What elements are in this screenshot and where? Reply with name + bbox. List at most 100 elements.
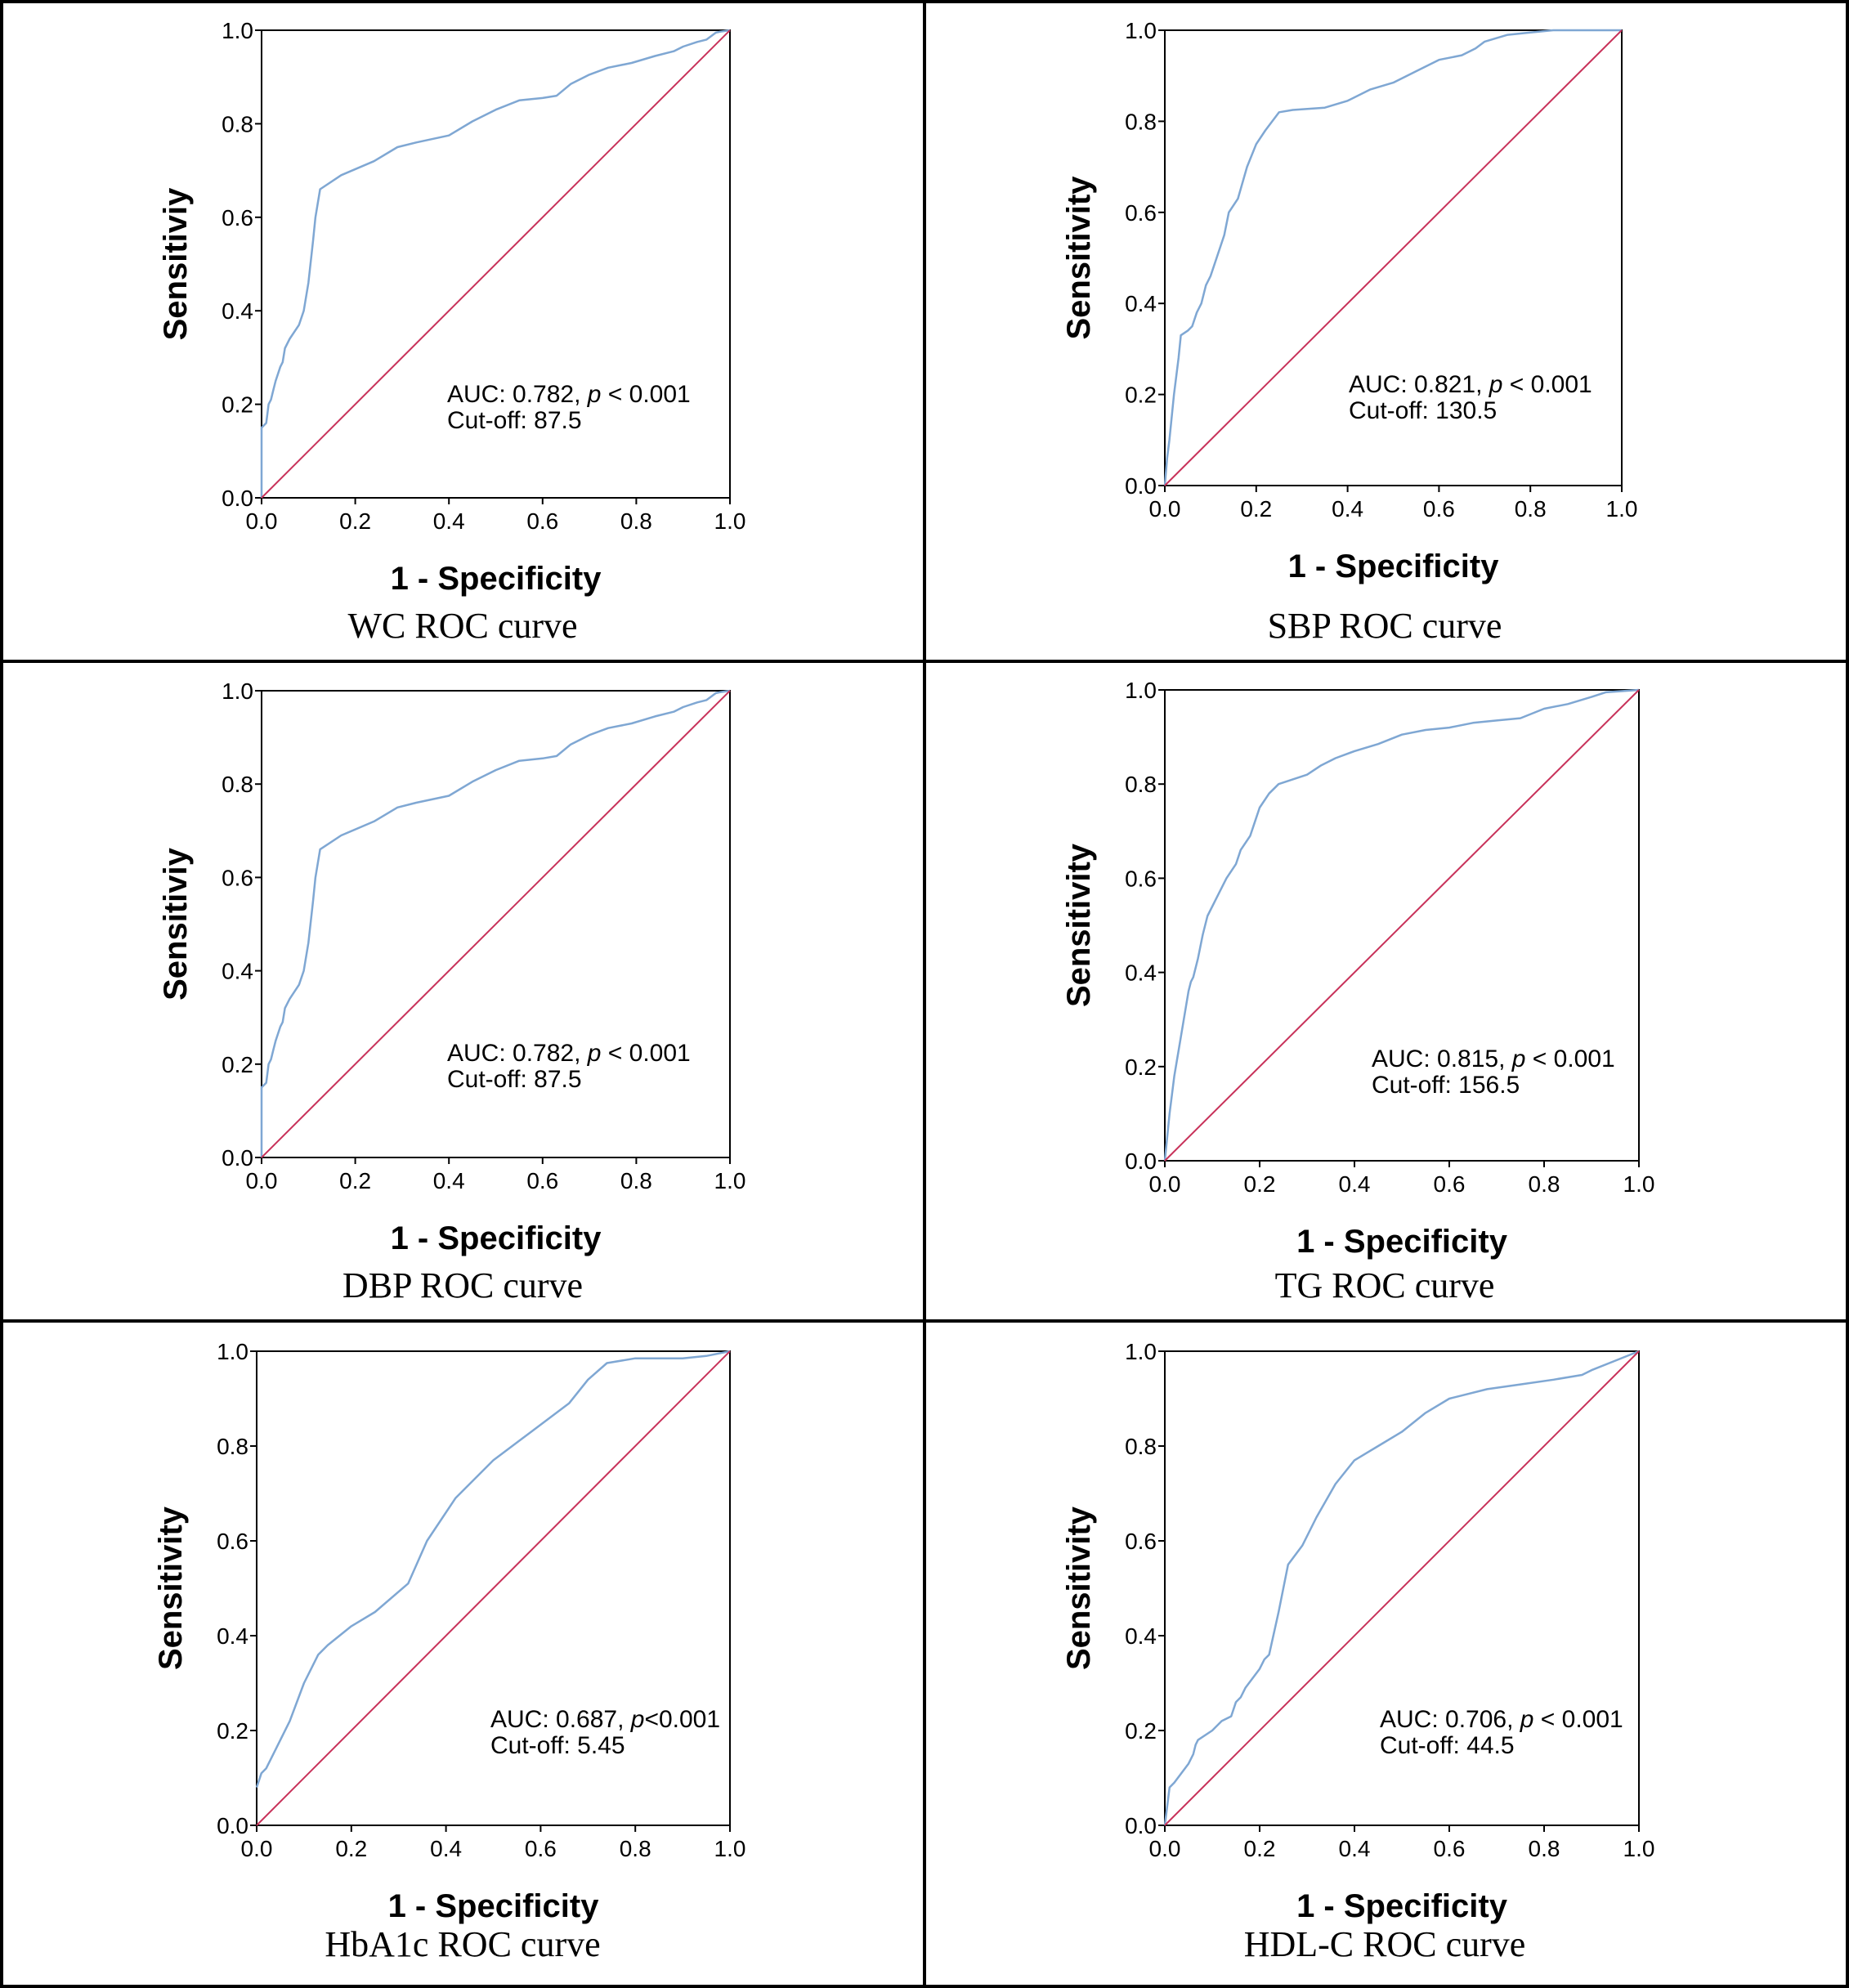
p-symbol: p [1511,1045,1526,1072]
p-value-text: <0.001 [644,1706,720,1733]
auc-text: AUC: 0.821, [1349,371,1489,398]
roc-curve-line [1163,29,1622,486]
reference-diagonal-line [1164,689,1640,1162]
reference-diagonal-line [261,690,731,1158]
y-tick-label: 0.2 [222,392,253,418]
panel-caption: TG ROC curve [1275,1265,1495,1305]
plot-frame [1164,1350,1640,1826]
roc-curve-line [260,29,731,498]
x-tick-label: 0.2 [1240,496,1272,522]
y-tick-label: 0.0 [1125,1148,1157,1174]
p-symbol: p [1489,371,1503,398]
roc-curve-line [260,689,731,1157]
panel-caption: SBP ROC curve [1268,606,1502,646]
auc-text: AUC: 0.782, [447,1040,588,1067]
x-tick-label: 0.0 [1149,1171,1181,1197]
y-tick-label: 1.0 [217,1339,248,1364]
cutoff-annotation: Cut-off: 5.45 [490,1732,625,1759]
y-tick-label: 1.0 [222,18,253,43]
p-symbol: p [1520,1706,1534,1733]
plot-frame [1164,29,1623,486]
charts-layer: 0.00.00.20.20.40.40.60.60.80.81.01.01 - … [153,18,1654,1964]
y-tick-label: 0.8 [217,1434,248,1459]
y-axis-label: Sensitivity [1061,843,1097,1007]
y-tick-label: 0.6 [1125,1529,1157,1554]
x-tick-label: 0.8 [620,1836,651,1861]
x-tick-label: 0.4 [433,1168,465,1193]
auc-text: AUC: 0.782, [447,381,588,408]
y-tick-label: 0.4 [1125,960,1157,986]
x-tick-label: 0.6 [526,508,558,534]
y-tick-label: 0.8 [1125,772,1157,797]
x-tick-label: 1.0 [714,1168,746,1193]
y-axis-label: Sensitiviy [158,187,194,341]
cutoff-annotation: Cut-off: 130.5 [1349,397,1497,424]
p-value-text: < 0.001 [601,1040,690,1067]
auc-annotation: AUC: 0.706, p < 0.001 [1380,1706,1623,1733]
y-tick-label: 0.0 [1125,1813,1157,1838]
x-tick-label: 0.0 [1149,496,1181,522]
chart-panel-5: 0.00.0 0.2 0.2 0.4 0.4 0.6 0.6 0.8 0.8 1.0 1.0 1 - … [153,1339,745,1964]
y-tick-label: 0.4 [222,298,253,324]
auc-annotation: AUC: 0.821, p < 0.001 [1349,371,1592,398]
y-tick-label: 0.2 [222,1052,253,1077]
x-tick-label: 0.2 [1244,1836,1276,1861]
y-tick-label: 0.2 [1125,1718,1157,1744]
x-tick-label: 1.0 [1623,1836,1655,1861]
auc-text: AUC: 0.687, [490,1706,631,1733]
x-tick-label: 0.4 [1339,1171,1371,1197]
plot-frame [1164,689,1640,1162]
chart-panel-1: 0.00.0 0.2 0.2 0.4 0.4 0.6 0.6 0.8 0.8 1.0 1.0 1 - … [158,18,745,646]
y-tick-label: 0.6 [217,1529,248,1554]
y-tick-label: 0.2 [1125,383,1157,408]
x-tick-label: 0.6 [526,1168,558,1193]
x-axis-label: 1 - Specificity [1288,548,1500,584]
x-axis-label: 1 - Specificity [388,1888,600,1924]
y-tick-label: 0.6 [1125,866,1157,891]
cutoff-annotation: Cut-off: 87.5 [447,407,582,434]
p-value-text: < 0.001 [1533,1706,1623,1733]
y-tick-label: 0.6 [222,865,253,890]
panel-caption: HDL-C ROC curve [1244,1924,1526,1964]
x-tick-label: 0.0 [241,1836,273,1861]
x-tick-label: 0.2 [1244,1171,1276,1197]
y-tick-label: 0.8 [222,111,253,137]
x-tick-label: 0.8 [1515,496,1547,522]
auc-annotation: AUC: 0.815, p < 0.001 [1372,1045,1615,1072]
y-tick-label: 0.0 [1125,473,1157,499]
x-tick-label: 0.2 [339,508,371,534]
y-tick-label: 0.6 [222,205,253,231]
x-tick-label: 1.0 [1623,1171,1655,1197]
cutoff-annotation: Cut-off: 44.5 [1380,1732,1515,1759]
y-axis-label: Sensitivity [1061,176,1097,340]
x-axis-label: 1 - Specificity [1296,1224,1508,1260]
x-tick-label: 0.2 [335,1836,367,1861]
y-tick-label: 0.4 [222,959,253,984]
p-symbol: p [587,381,602,408]
y-axis-label: Sensitiviy [158,847,194,1001]
y-tick-label: 0.2 [217,1718,248,1744]
auc-annotation: AUC: 0.782, p < 0.001 [447,1040,691,1067]
x-tick-label: 0.0 [1149,1836,1181,1861]
cutoff-annotation: Cut-off: 87.5 [447,1066,582,1093]
y-tick-label: 0.4 [1125,291,1157,316]
p-value-text: < 0.001 [1525,1045,1614,1072]
p-symbol: p [587,1040,602,1067]
roc-curve-line [1163,688,1640,1162]
x-tick-label: 0.2 [339,1168,371,1193]
x-tick-label: 1.0 [714,508,746,534]
panel-caption: WC ROC curve [347,606,577,646]
reference-diagonal-line [256,1350,731,1826]
p-symbol: p [630,1706,645,1733]
panel-caption: DBP ROC curve [342,1265,583,1305]
p-value-text: < 0.001 [1502,371,1592,398]
x-tick-label: 0.8 [1529,1171,1560,1197]
y-tick-label: 0.0 [222,1145,253,1171]
y-tick-label: 0.6 [1125,200,1157,226]
x-tick-label: 0.6 [1434,1171,1466,1197]
x-tick-label: 0.4 [430,1836,462,1861]
chart-panel-4: 0.00.0 0.2 0.2 0.4 0.4 0.6 0.6 0.8 0.8 1.0 1.0 1 - … [1061,678,1654,1305]
x-tick-label: 1.0 [1606,496,1638,522]
